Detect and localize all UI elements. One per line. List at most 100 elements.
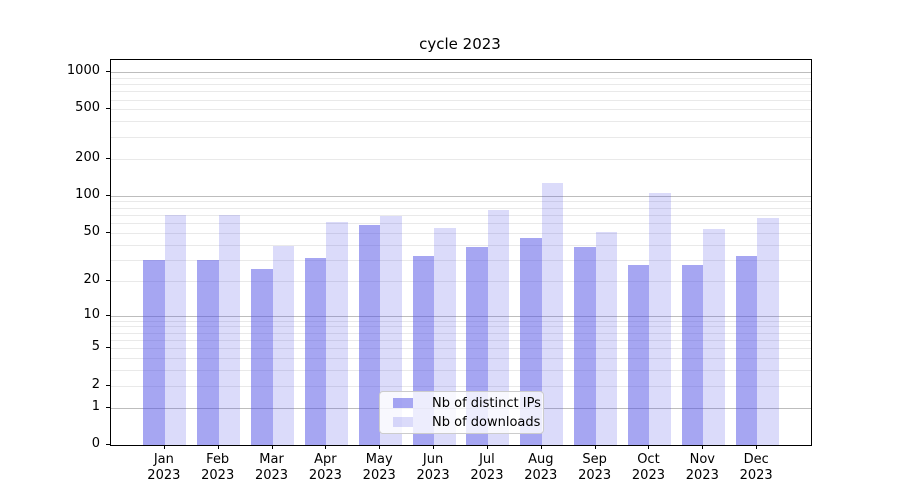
bar-distinct-ips	[627, 265, 650, 445]
major-gridline	[111, 72, 811, 73]
minor-gridline	[111, 280, 811, 282]
bar-downloads	[272, 245, 295, 445]
y-tick-mark	[106, 314, 111, 316]
y-tick-label: 500	[75, 100, 100, 116]
bar-distinct-ips	[358, 224, 381, 445]
x-tick-mark	[163, 445, 165, 449]
x-tick-mark	[702, 445, 704, 449]
legend-swatch-downloads	[393, 417, 413, 427]
minor-gridline	[111, 339, 811, 341]
x-tick-mark	[325, 445, 327, 449]
bar-downloads	[434, 227, 456, 445]
x-tick-mark	[217, 445, 219, 449]
bar-distinct-ips	[251, 269, 273, 445]
x-tick-label: Mar 2023	[254, 452, 289, 483]
minor-gridline	[111, 244, 811, 246]
bar-distinct-ips	[681, 265, 704, 445]
minor-gridline	[111, 99, 811, 101]
minor-gridline	[111, 332, 811, 334]
y-tick-label: 1	[91, 398, 100, 414]
x-tick-label: Jan 2023	[147, 452, 181, 483]
y-tick-mark	[106, 444, 111, 445]
y-tick-label: 1000	[66, 63, 100, 78]
x-tick-label: May 2023	[362, 452, 396, 483]
legend-item-downloads: Nb of downloads	[387, 414, 540, 431]
minor-gridline	[111, 201, 811, 203]
y-tick-mark	[106, 194, 111, 196]
y-tick-label: 50	[83, 223, 100, 239]
minor-gridline	[111, 207, 811, 209]
x-tick-mark	[756, 445, 758, 449]
minor-gridline	[111, 121, 811, 123]
bar-downloads	[703, 228, 725, 445]
y-tick-mark	[106, 347, 111, 349]
bar-distinct-ips	[735, 256, 758, 445]
minor-gridline	[111, 232, 811, 234]
bar-downloads	[757, 217, 779, 445]
minor-gridline	[111, 370, 811, 372]
x-tick-label: Sep 2023	[578, 452, 612, 483]
x-tick-label: Oct 2023	[631, 452, 665, 483]
x-tick-label: Apr 2023	[308, 452, 342, 483]
x-tick-label: Aug 2023	[524, 452, 558, 483]
y-tick-mark	[106, 108, 111, 110]
bar-downloads	[541, 183, 564, 445]
legend-swatch-distinct-ips	[393, 398, 413, 408]
bar-distinct-ips	[304, 257, 327, 445]
x-tick-mark	[486, 445, 488, 449]
x-tick-label: Feb 2023	[201, 452, 235, 483]
y-tick-label: 20	[83, 271, 100, 287]
bar-distinct-ips	[197, 259, 219, 445]
y-tick-label: 100	[75, 186, 100, 202]
x-tick-mark	[594, 445, 596, 449]
minor-gridline	[111, 326, 811, 328]
minor-gridline	[111, 84, 811, 86]
x-tick-label: Jul 2023	[470, 452, 504, 483]
y-tick-mark	[106, 406, 111, 408]
bar-downloads	[487, 209, 510, 445]
bar-downloads	[164, 214, 187, 445]
legend: Nb of distinct IPs Nb of downloads	[379, 391, 544, 434]
minor-gridline	[111, 109, 811, 111]
x-tick-label: Dec 2023	[739, 452, 773, 483]
major-gridline	[111, 195, 811, 197]
plot-area	[110, 59, 812, 446]
x-tick-label: Jun 2023	[416, 452, 450, 483]
y-tick-label: 200	[75, 149, 100, 165]
y-tick-mark	[106, 279, 111, 281]
minor-gridline	[111, 348, 811, 350]
y-tick-label: 5	[91, 339, 100, 355]
y-tick-label: 0	[91, 436, 100, 451]
bar-distinct-ips	[574, 247, 596, 445]
y-tick-mark	[106, 71, 111, 72]
x-tick-mark	[433, 445, 435, 449]
bar-distinct-ips	[143, 259, 165, 445]
y-tick-label: 10	[83, 306, 100, 322]
y-tick-label: 2	[91, 376, 100, 392]
minor-gridline	[111, 223, 811, 225]
bar-downloads	[380, 215, 402, 445]
bar-downloads	[649, 192, 671, 445]
x-tick-mark	[271, 445, 273, 449]
x-tick-mark	[379, 445, 381, 449]
bar-downloads	[218, 214, 241, 445]
y-tick-mark	[106, 157, 111, 159]
legend-label-downloads: Nb of downloads	[432, 414, 541, 430]
minor-gridline	[111, 358, 811, 360]
bar-downloads	[595, 231, 618, 445]
chart-title: cycle 2023	[419, 35, 501, 53]
x-tick-mark	[540, 445, 542, 449]
y-tick-mark	[106, 231, 111, 233]
x-tick-mark	[648, 445, 650, 449]
minor-gridline	[111, 320, 811, 322]
x-tick-label: Nov 2023	[685, 452, 719, 483]
bar-downloads	[326, 222, 348, 445]
minor-gridline	[111, 91, 811, 93]
minor-gridline	[111, 259, 811, 261]
y-tick-mark	[106, 384, 111, 386]
minor-gridline	[111, 385, 811, 387]
minor-gridline	[111, 77, 811, 79]
minor-gridline	[111, 214, 811, 216]
legend-label-distinct-ips: Nb of distinct IPs	[432, 395, 541, 411]
